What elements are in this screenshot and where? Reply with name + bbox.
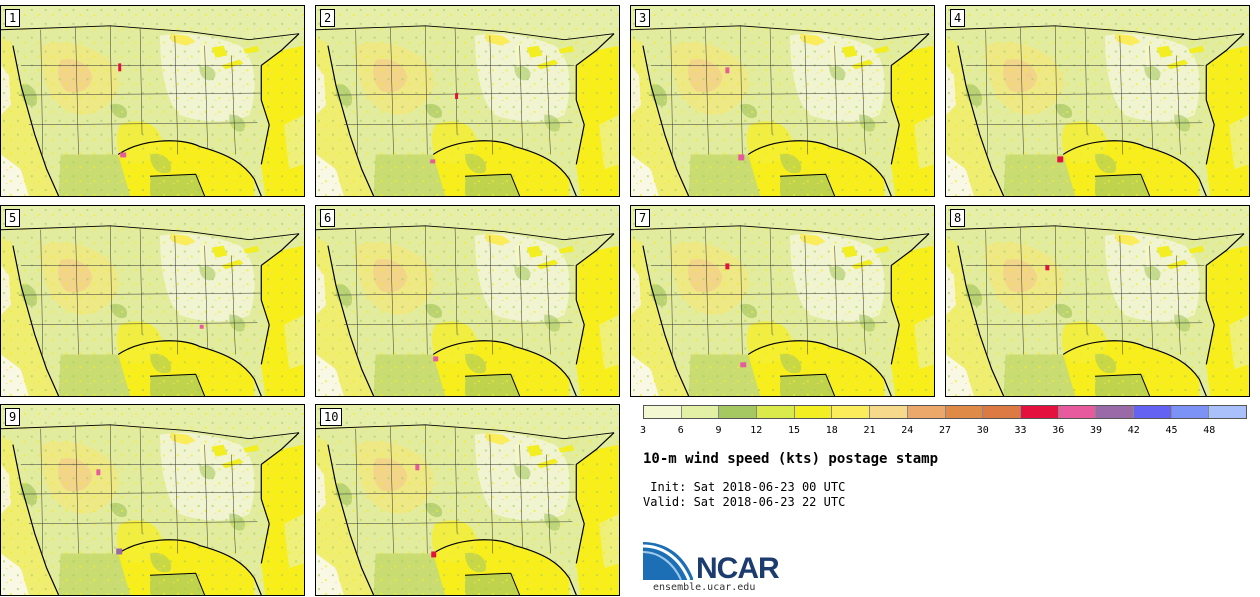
member-panel-6[interactable]: 6 — [315, 205, 620, 397]
member-panel-7[interactable]: 7 — [630, 205, 935, 397]
colorbar-tick-label: 42 — [1127, 425, 1140, 436]
member-map-7 — [631, 206, 934, 396]
member-label: 6 — [320, 209, 336, 227]
colorbar-bin-3 — [757, 406, 795, 418]
colorbar-tick-label: 39 — [1089, 425, 1103, 436]
colorbar-tick-label: 45 — [1165, 425, 1178, 436]
colorbar-tick-label: 27 — [938, 425, 952, 436]
ncar-logo-text: NCAR — [696, 552, 780, 585]
colorbar-bin-15 — [1209, 406, 1246, 418]
member-panel-8[interactable]: 8 — [945, 205, 1250, 397]
member-panel-2[interactable]: 2 — [315, 5, 620, 197]
colorbar-bin-0 — [644, 406, 682, 418]
member-map-3 — [631, 6, 934, 196]
colorbar-tick-label: 48 — [1203, 425, 1216, 436]
colorbar-tick-label: 18 — [825, 425, 838, 436]
colorbar-bin-5 — [832, 406, 871, 418]
colorbar-tick-label: 30 — [976, 425, 989, 436]
member-label: 8 — [950, 209, 966, 227]
colorbar-bin-10 — [1020, 406, 1059, 418]
colorbar-tick-label: 24 — [901, 425, 914, 436]
colorbar-tick-label: 15 — [787, 425, 801, 436]
ncar-logo-icon — [643, 542, 693, 581]
valid-time: Valid: Sat 2018-06-23 22 UTC — [643, 495, 846, 509]
colorbar-bin-12 — [1096, 406, 1134, 418]
member-label: 10 — [320, 408, 343, 426]
colorbar-bin-8 — [945, 406, 984, 418]
member-label: 2 — [320, 9, 336, 27]
member-label: 1 — [5, 9, 21, 27]
member-map-2 — [316, 6, 619, 196]
member-label: 7 — [635, 209, 651, 227]
colorbar-bin-14 — [1171, 406, 1210, 418]
colorbar-tick-label: 6 — [677, 425, 684, 436]
member-label: 3 — [635, 9, 651, 27]
colorbar-bin-2 — [719, 406, 758, 418]
colorbar-tick-label: 33 — [1014, 425, 1027, 436]
colorbar-bin-1 — [681, 406, 720, 418]
colorbar-tick-label: 12 — [750, 425, 763, 436]
member-panel-3[interactable]: 3 — [630, 5, 935, 197]
member-map-4 — [946, 6, 1249, 196]
member-label: 9 — [5, 408, 21, 426]
colorbar-bin-9 — [983, 406, 1021, 418]
colorbar-tick-label: 9 — [715, 425, 722, 436]
colorbar-tick-label: 21 — [863, 425, 876, 436]
figure-title: 10-m wind speed (kts) postage stamp — [643, 451, 939, 467]
member-label: 4 — [950, 9, 966, 27]
init-time: Init: Sat 2018-06-23 00 UTC — [643, 480, 846, 494]
member-map-8 — [946, 206, 1249, 396]
member-panel-4[interactable]: 4 — [945, 5, 1250, 197]
website-label: ensemble.ucar.edu — [653, 582, 756, 593]
member-panel-9[interactable]: 9 — [0, 404, 305, 596]
member-map-5 — [1, 206, 304, 396]
member-map-6 — [316, 206, 619, 396]
colorbar-bin-13 — [1133, 406, 1172, 418]
colorbar — [643, 405, 1247, 419]
colorbar-tick-label: 36 — [1052, 425, 1065, 436]
member-panel-5[interactable]: 5 — [0, 205, 305, 397]
colorbar-bin-11 — [1058, 406, 1097, 418]
member-label: 5 — [5, 209, 21, 227]
member-panel-10[interactable]: 10 — [315, 404, 620, 596]
colorbar-bin-7 — [907, 406, 946, 418]
colorbar-tick-label: 3 — [639, 425, 647, 436]
colorbar-bin-6 — [870, 406, 908, 418]
member-map-1 — [1, 6, 304, 196]
colorbar-bin-4 — [794, 406, 833, 418]
member-panel-1[interactable]: 1 — [0, 5, 305, 197]
member-map-10 — [316, 405, 619, 595]
member-map-9 — [1, 405, 304, 595]
